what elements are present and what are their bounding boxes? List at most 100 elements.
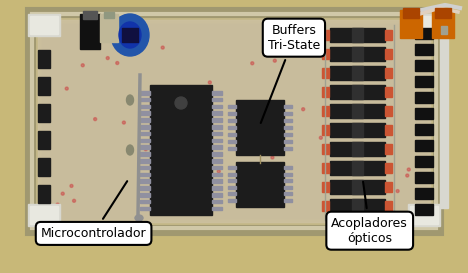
Bar <box>441 26 447 34</box>
Bar <box>415 124 433 135</box>
Bar <box>236 162 284 207</box>
Circle shape <box>302 108 305 111</box>
Bar <box>284 119 292 122</box>
Bar <box>415 188 433 199</box>
Bar <box>352 123 363 137</box>
Bar <box>140 118 150 122</box>
Bar <box>415 28 433 39</box>
Bar <box>212 200 222 203</box>
Bar <box>122 28 138 42</box>
Ellipse shape <box>135 215 143 221</box>
Circle shape <box>251 62 254 65</box>
Bar <box>284 147 292 150</box>
Bar <box>435 8 451 18</box>
Circle shape <box>407 168 410 171</box>
Bar <box>432 10 454 38</box>
Bar <box>330 199 385 213</box>
Bar <box>100 14 118 42</box>
Bar <box>440 28 448 208</box>
Circle shape <box>61 192 64 195</box>
Bar <box>352 180 363 194</box>
Bar <box>140 207 150 210</box>
Text: Acopladores
ópticos: Acopladores ópticos <box>331 182 408 245</box>
Bar <box>140 200 150 203</box>
Bar <box>330 28 385 42</box>
Bar <box>408 204 440 226</box>
Circle shape <box>116 61 119 64</box>
Bar <box>83 11 97 19</box>
Bar <box>150 85 212 215</box>
Bar <box>385 68 392 78</box>
Circle shape <box>56 203 59 206</box>
Bar <box>284 198 292 201</box>
Bar <box>408 14 440 36</box>
Bar <box>42 24 426 218</box>
Bar <box>228 192 236 195</box>
Bar <box>34 16 434 226</box>
Bar <box>415 156 433 167</box>
Bar <box>228 179 236 182</box>
Bar <box>212 118 222 122</box>
Bar <box>322 106 329 116</box>
Bar <box>212 98 222 101</box>
Circle shape <box>396 189 399 192</box>
Bar <box>212 207 222 210</box>
Bar <box>330 66 385 80</box>
Bar <box>228 105 236 108</box>
Bar <box>228 185 236 188</box>
Bar <box>140 186 150 190</box>
Bar <box>352 28 363 42</box>
Bar <box>140 111 150 115</box>
Bar <box>385 30 392 40</box>
Bar <box>284 112 292 115</box>
Bar <box>415 108 433 119</box>
Bar <box>212 173 222 176</box>
Bar <box>212 125 222 129</box>
Bar <box>284 173 292 176</box>
Bar <box>140 91 150 94</box>
Circle shape <box>187 200 190 203</box>
Bar <box>212 159 222 162</box>
Bar <box>212 146 222 149</box>
Bar <box>322 30 329 40</box>
Bar <box>32 14 436 228</box>
Bar <box>228 147 236 150</box>
Circle shape <box>144 148 147 151</box>
Bar <box>352 161 363 175</box>
Circle shape <box>106 57 109 60</box>
Bar <box>385 144 392 154</box>
Bar <box>284 140 292 143</box>
Bar <box>385 87 392 97</box>
Bar <box>140 159 150 162</box>
Bar <box>140 173 150 176</box>
Bar <box>284 185 292 188</box>
Bar <box>415 92 433 103</box>
Bar <box>415 140 433 151</box>
Bar <box>140 179 150 183</box>
Bar <box>284 126 292 129</box>
Bar <box>403 8 419 18</box>
Text: Microcontrolador: Microcontrolador <box>41 181 146 240</box>
Circle shape <box>208 81 212 84</box>
Bar <box>212 132 222 135</box>
Ellipse shape <box>111 14 149 56</box>
Bar <box>415 44 433 55</box>
Bar <box>38 104 50 122</box>
Bar <box>400 10 422 38</box>
Bar <box>38 50 50 68</box>
Bar <box>415 60 433 71</box>
Bar <box>38 77 50 95</box>
Bar <box>140 166 150 169</box>
Bar <box>322 163 329 173</box>
Bar <box>140 139 150 142</box>
Bar <box>322 49 329 59</box>
Bar <box>228 173 236 176</box>
Circle shape <box>270 194 273 197</box>
Bar <box>385 163 392 173</box>
Bar <box>322 182 329 192</box>
Ellipse shape <box>119 22 141 48</box>
Bar <box>284 166 292 169</box>
Circle shape <box>157 94 160 97</box>
Ellipse shape <box>126 145 133 155</box>
Bar <box>212 152 222 156</box>
